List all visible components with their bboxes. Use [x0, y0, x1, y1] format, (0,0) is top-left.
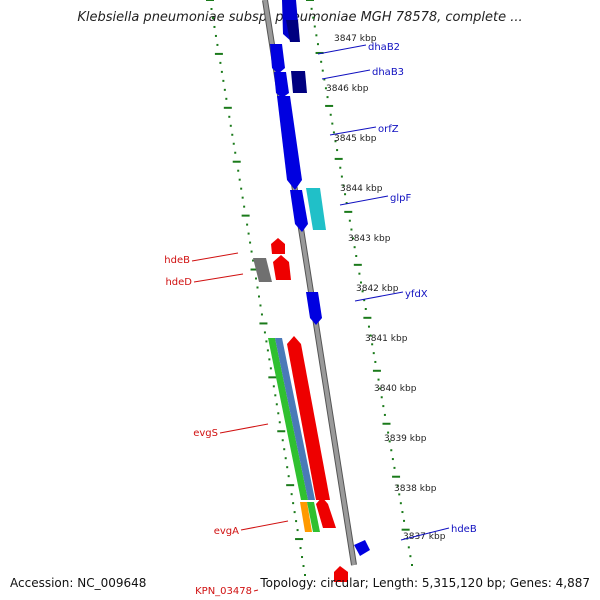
- gene-label-leader: [191, 252, 239, 262]
- gene-glpF-b[interactable]: [306, 188, 326, 230]
- kbp-tick-label: 3839 kbp: [384, 434, 427, 444]
- forward-gene-label[interactable]: dhaB3: [372, 67, 404, 78]
- gene-evgS-steel[interactable]: [275, 338, 315, 500]
- forward-gene-label[interactable]: glpF: [390, 193, 411, 204]
- tick-rings: [206, 0, 413, 576]
- gene-hdeD[interactable]: [273, 255, 291, 280]
- gene-label-leader: [321, 69, 371, 80]
- gene-glpF-a[interactable]: [290, 190, 308, 232]
- gene-evgS-green[interactable]: [268, 338, 308, 500]
- forward-gene-label[interactable]: hdeB: [451, 524, 477, 535]
- gene-label-leader: [354, 291, 404, 302]
- gene-dhaB3-b[interactable]: [291, 71, 307, 93]
- gene-label-leader: [400, 527, 450, 541]
- kbp-tick-label: 3838 kbp: [394, 484, 437, 494]
- gene-label-leader: [339, 195, 389, 206]
- gene-dhaB-dark[interactable]: [286, 20, 300, 42]
- gene-label-leader: [253, 589, 259, 592]
- gene-KPN-03478[interactable]: [334, 566, 348, 582]
- gene-evgA-green[interactable]: [307, 502, 320, 532]
- gene-hdeB-rev[interactable]: [271, 238, 285, 254]
- map-title: Klebsiella pneumoniae subsp. pneumoniae …: [77, 10, 523, 25]
- accession-text: Accession: NC_009648: [10, 576, 147, 590]
- reverse-gene-label[interactable]: evgS: [193, 428, 218, 439]
- gene-evg-red-long[interactable]: [287, 336, 330, 500]
- kbp-tick-label: 3842 kbp: [356, 284, 399, 294]
- reverse-gene-label[interactable]: hdeD: [165, 277, 192, 288]
- gene-hdeD-grey[interactable]: [253, 258, 272, 282]
- forward-gene-label[interactable]: dhaB2: [368, 42, 400, 53]
- kbp-tick-label: 3840 kbp: [374, 384, 417, 394]
- kbp-tick-label: 3847 kbp: [334, 34, 377, 44]
- forward-gene-label[interactable]: orfZ: [378, 124, 399, 135]
- reverse-strand-genes: [253, 238, 348, 582]
- kbp-tick-label: 3837 kbp: [403, 532, 446, 542]
- gene-label-leader: [193, 273, 244, 283]
- gene-yfdX[interactable]: [306, 292, 322, 325]
- kbp-tick-label: 3843 kbp: [348, 234, 391, 244]
- kbp-tick-label: 3841 kbp: [365, 334, 408, 344]
- kbp-tick-label: 3844 kbp: [340, 184, 383, 194]
- gene-evg-red-short[interactable]: [316, 497, 336, 528]
- forward-gene-labels: dhaB2 dhaB3 orfZ glpF yfdX hdeB: [317, 42, 477, 541]
- reverse-gene-label[interactable]: KPN_03478: [195, 586, 252, 597]
- kbp-tick-label: 3846 kbp: [326, 84, 369, 94]
- gene-label-leader: [317, 44, 367, 55]
- reverse-gene-labels: hdeB hdeD evgS evgA KPN_03478: [164, 252, 289, 597]
- gene-dhaB3-a[interactable]: [274, 72, 289, 98]
- kbp-tick-label: 3845 kbp: [334, 134, 377, 144]
- forward-strand-genes: [270, 0, 370, 556]
- reverse-gene-label[interactable]: evgA: [214, 526, 239, 537]
- gene-hdeB-fwd[interactable]: [354, 540, 370, 556]
- genome-summary: Topology: circular; Length: 5,315,120 bp…: [260, 576, 590, 590]
- gene-orfZ[interactable]: [277, 96, 302, 190]
- forward-gene-label[interactable]: yfdX: [405, 289, 428, 300]
- gene-label-leader: [240, 520, 289, 531]
- gene-label-leader: [219, 423, 269, 434]
- gene-label-leader: [329, 126, 377, 136]
- kbp-tick-labels: 3847 kbp 3846 kbp 3845 kbp 3844 kbp 3843 kbp…: [326, 34, 446, 542]
- gene-dhaB2[interactable]: [270, 44, 285, 74]
- gene-evgA-orange[interactable]: [300, 502, 312, 532]
- reverse-gene-label[interactable]: hdeB: [164, 255, 190, 266]
